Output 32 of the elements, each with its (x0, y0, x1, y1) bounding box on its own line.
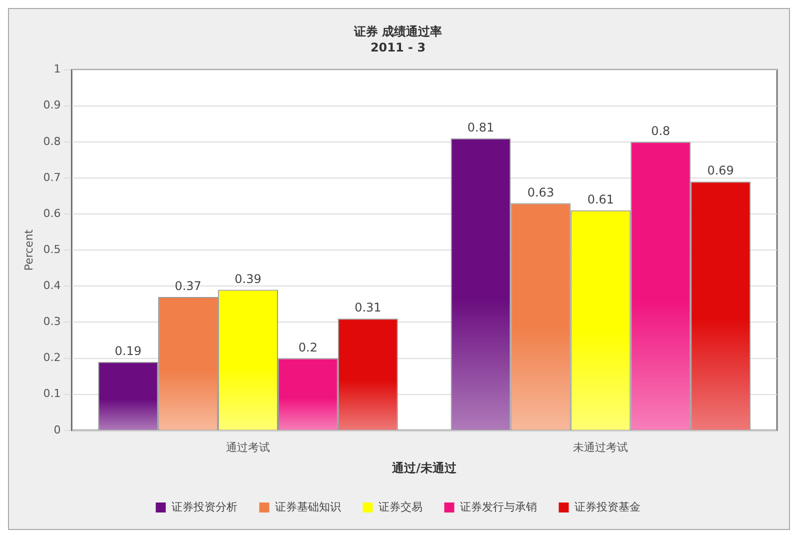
chart-subtitle: 2011 - 3 (370, 40, 426, 55)
y-tick-label: 0.7 (43, 170, 61, 184)
y-tick-label: 0.4 (43, 279, 61, 292)
data-label: 0.19 (114, 344, 142, 358)
y-tick-label: 0.9 (43, 98, 61, 112)
y-tick-label: 0.2 (43, 351, 61, 364)
data-label: 0.61 (587, 192, 614, 207)
y-tick-label: 0.3 (43, 315, 61, 328)
data-label: 0.69 (707, 164, 734, 178)
legend-label: 证券基础知识 (274, 500, 341, 514)
data-label: 0.37 (174, 279, 202, 294)
data-label: 0.31 (354, 300, 382, 315)
data-label: 0.8 (651, 124, 670, 138)
chart-title: 证券 成绩通过率 (352, 24, 442, 38)
data-label: 0.2 (298, 340, 318, 354)
y-tick-label: 0 (54, 423, 61, 436)
y-tick-label: 0.8 (43, 134, 61, 148)
y-tick-label: 0.6 (43, 206, 61, 220)
x-tick-label: 未通过考试 (573, 440, 628, 454)
y-tick-label: 0.5 (43, 242, 61, 256)
legend-label: 证券交易 (378, 500, 422, 514)
data-label: 0.81 (467, 120, 494, 134)
legend-label: 证券发行与承销 (460, 500, 537, 514)
y-axis-title: Percent (22, 228, 36, 271)
x-tick-label: 通过考试 (226, 440, 270, 454)
y-tick-label: 0.1 (43, 387, 61, 400)
y-tick-label: 1 (54, 62, 61, 76)
data-label: 0.39 (234, 272, 262, 286)
x-axis-title: 通过/未通过 (391, 460, 458, 475)
data-label: 0.63 (527, 185, 554, 200)
legend-label: 证券投资分析 (171, 500, 238, 514)
legend-label: 证券投资基金 (574, 500, 640, 514)
